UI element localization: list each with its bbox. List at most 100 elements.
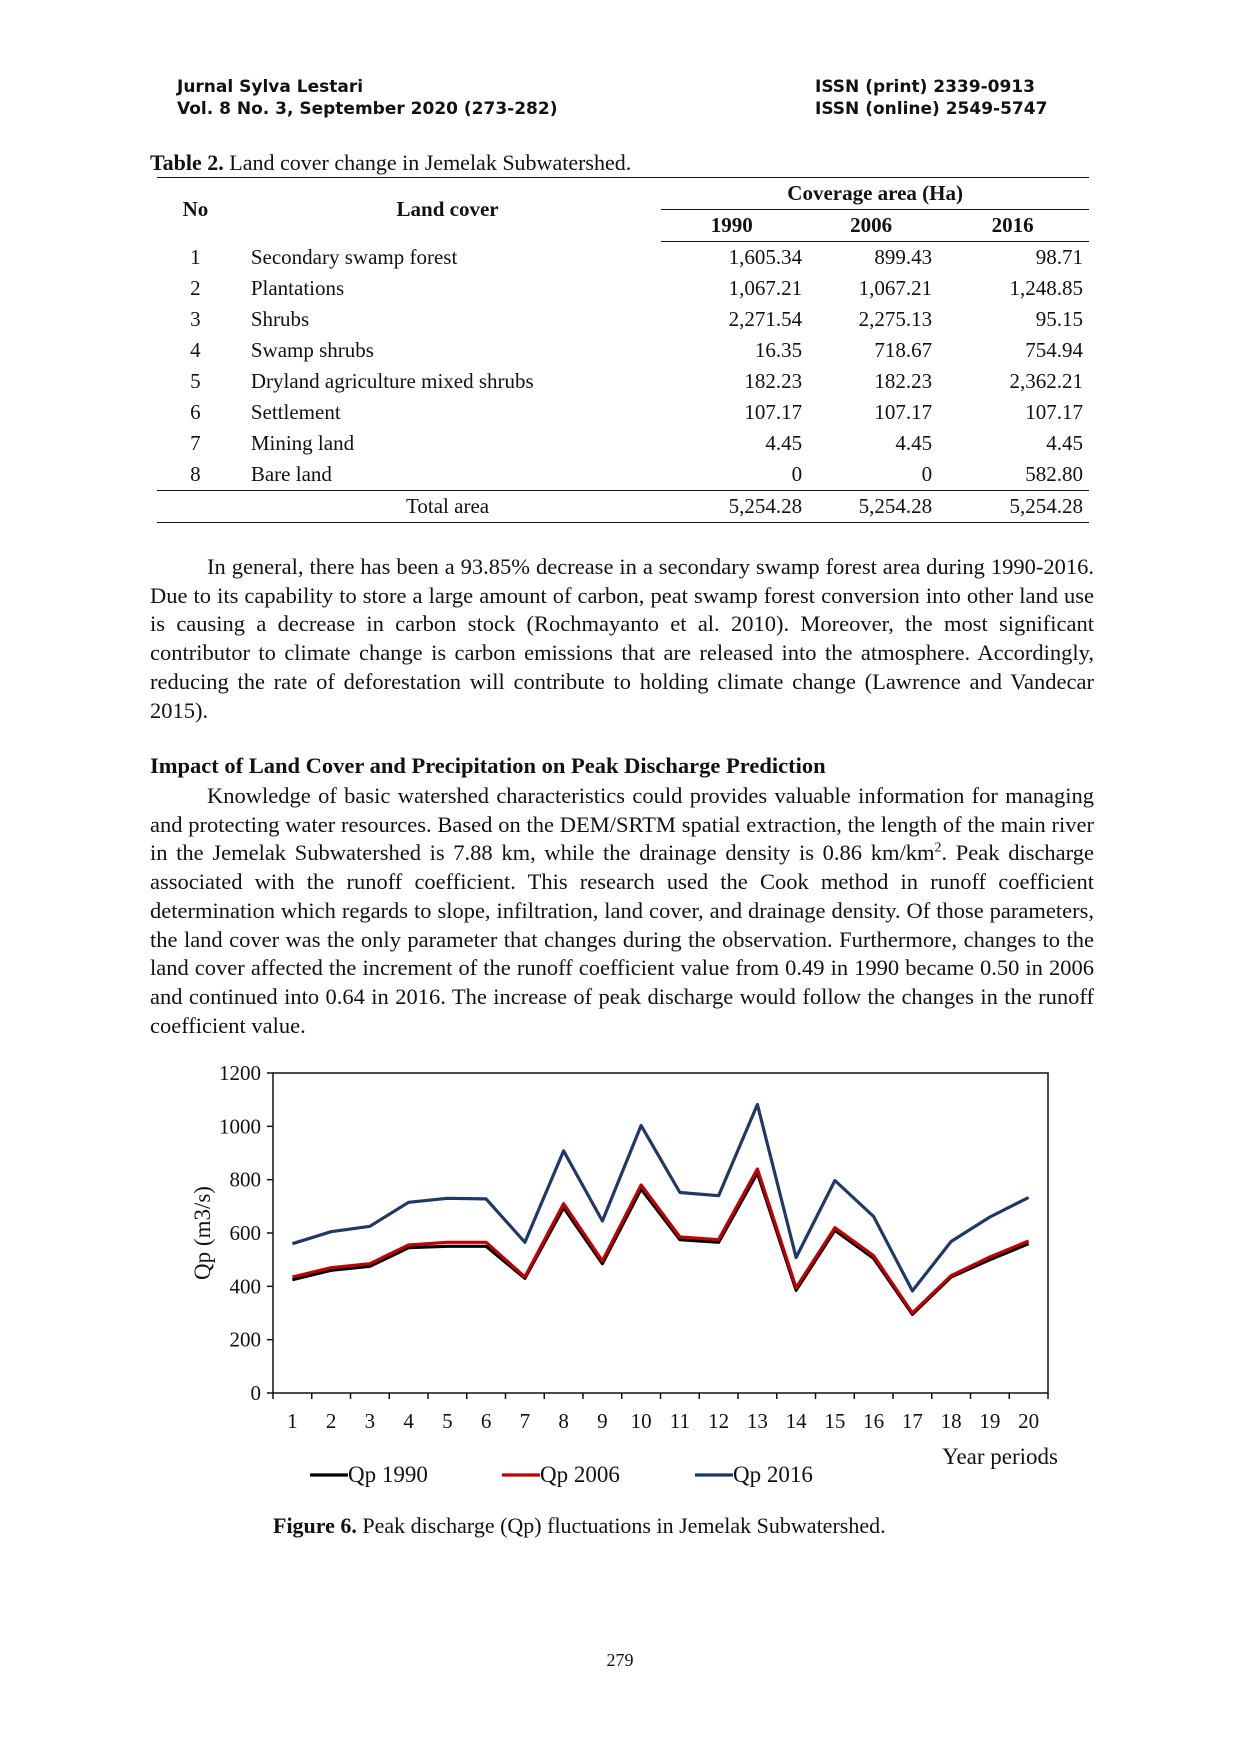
area-value-2006: 4.45 (895, 431, 933, 455)
figure-caption-text: Peak discharge (Qp) fluctuations in Jeme… (356, 1513, 886, 1538)
total-value: 5,254.28 (810, 490, 943, 523)
table-row: 3 Shrubs 2,271.54 2,275.13 95.15 (157, 304, 1089, 335)
x-tick-label: 19 (979, 1409, 1000, 1433)
total-value: 5,254.28 (661, 490, 811, 523)
row-number: 3 (190, 307, 201, 331)
y-tick-label: 800 (230, 1168, 262, 1192)
row-number: 4 (190, 338, 201, 362)
land-cover-name: Dryland agriculture mixed shrubs (250, 369, 534, 393)
area-value-1990: 1,605.34 (728, 245, 803, 269)
x-tick-label: 10 (631, 1409, 652, 1433)
x-tick-label: 4 (403, 1409, 414, 1433)
journal-header-left: Jurnal Sylva Lestari Vol. 8 No. 3, Septe… (177, 76, 557, 120)
series-line-qp-1990 (292, 1171, 1030, 1316)
x-tick-label: 6 (481, 1409, 492, 1433)
col-header-land-cover: Land cover (233, 177, 662, 242)
row-number: 1 (190, 244, 201, 269)
body-paragraph-1: In general, there has been a 93.85% decr… (150, 553, 1094, 725)
paragraph-text-part: . Peak discharge associated with the run… (150, 840, 1094, 1038)
table-caption-text: Land cover change in Jemelak Subwatershe… (223, 150, 632, 175)
area-value-1990: 2,271.54 (728, 307, 803, 331)
x-tick-label: 17 (902, 1409, 923, 1433)
x-tick-label: 13 (747, 1409, 768, 1433)
row-number: 6 (190, 400, 201, 424)
land-cover-name: Swamp shrubs (250, 338, 374, 362)
series-line-qp-2016 (291, 1102, 1030, 1293)
table-row: 2 Plantations 1,067.21 1,067.21 1,248.85 (157, 273, 1089, 304)
body-paragraph-2: Knowledge of basic watershed characteris… (150, 782, 1094, 1040)
x-tick-label: 9 (597, 1409, 608, 1433)
area-value-2016: 2,362.21 (1009, 369, 1084, 393)
series-line-qp-2006 (292, 1167, 1030, 1315)
table-body: 1 Secondary swamp forest 1,605.34 899.43 98.… (157, 242, 1089, 491)
area-value-2016: 107.17 (1025, 400, 1083, 424)
x-tick-label: 20 (1018, 1409, 1039, 1433)
superscript: 2 (934, 840, 942, 856)
area-value-2006: 182.23 (874, 369, 933, 393)
table-row: 1 Secondary swamp forest 1,605.34 899.43 98.… (157, 242, 1089, 274)
legend-label: Qp 2016 (733, 1462, 813, 1487)
x-tick-label: 3 (365, 1409, 376, 1433)
journal-volume: Vol. 8 No. 3, September 2020 (273-282) (177, 99, 558, 119)
y-tick-label: 600 (230, 1221, 262, 1245)
journal-name: Jurnal Sylva Lestari (177, 77, 364, 97)
paragraph-text: Knowledge of basic watershed characteris… (150, 782, 1094, 1040)
area-value-2006: 899.43 (874, 245, 933, 269)
table-total-row: Total area 5,254.28 5,254.28 5,254.28 (157, 490, 1089, 523)
area-value-2016: 98.71 (1035, 245, 1083, 269)
table-year-row: 1990 2006 2016 (157, 209, 1089, 242)
y-axis-label: Qp (m3/s) (190, 1186, 215, 1280)
x-tick-label: 8 (558, 1409, 569, 1433)
area-value-2006: 718.67 (874, 338, 933, 362)
table-row: 5 Dryland agriculture mixed shrubs 182.23 1… (157, 366, 1089, 397)
area-value-1990: 107.17 (744, 400, 803, 424)
area-value-2016: 1,248.85 (1009, 276, 1084, 300)
row-number: 7 (190, 431, 201, 455)
x-tick-label: 2 (326, 1409, 337, 1433)
area-value-1990: 0 (791, 462, 803, 486)
legend-label: Qp 2006 (540, 1462, 620, 1487)
land-cover-name: Settlement (250, 400, 341, 424)
land-cover-name: Secondary swamp forest (250, 244, 458, 269)
x-tick-label: 1 (287, 1409, 298, 1433)
row-number: 8 (190, 462, 201, 486)
land-cover-name: Bare land (250, 462, 332, 486)
x-tick-label: 5 (442, 1409, 453, 1433)
total-value: 5,254.28 (942, 490, 1089, 523)
table-row: 8 Bare land 0 0 582.80 (157, 459, 1089, 491)
col-header-no: No (157, 177, 234, 242)
row-number: 5 (190, 369, 201, 393)
x-tick-label: 11 (670, 1409, 690, 1433)
x-tick-label: 15 (824, 1409, 845, 1433)
issn-online: ISSN (online) 2549-5747 (815, 99, 1048, 119)
issn-print: ISSN (print) 2339-0913 (815, 77, 1035, 97)
area-value-1990: 4.45 (765, 431, 803, 455)
area-value-2016: 582.80 (1025, 462, 1083, 486)
table-caption-label: Table 2. (150, 150, 224, 175)
x-tick-label: 18 (941, 1409, 962, 1433)
y-tick-label: 1200 (219, 1061, 261, 1085)
row-number: 2 (190, 276, 201, 300)
paragraph-text-part: Knowledge of basic watershed characteris… (150, 783, 1094, 866)
x-tick-label: 16 (863, 1409, 884, 1433)
y-tick-label: 400 (230, 1274, 262, 1298)
x-tick-label: 7 (520, 1409, 531, 1433)
y-tick-label: 0 (251, 1381, 262, 1405)
table-row: 6 Settlement 107.17 107.17 107.17 (157, 397, 1089, 428)
y-tick-label: 200 (230, 1328, 262, 1352)
area-value-1990: 1,067.21 (728, 276, 803, 300)
table-caption: Table 2. Land cover change in Jemelak Su… (150, 150, 631, 176)
area-value-2006: 1,067.21 (858, 276, 933, 300)
land-cover-name: Mining land (250, 431, 355, 455)
x-tick-label: 14 (786, 1409, 808, 1433)
area-value-2006: 0 (921, 462, 933, 486)
figure-caption: Figure 6. Peak discharge (Qp) fluctuatio… (273, 1513, 886, 1539)
area-value-2016: 4.45 (1046, 431, 1083, 455)
paragraph-text: In general, there has been a 93.85% decr… (150, 554, 1094, 723)
area-value-2016: 754.94 (1025, 338, 1083, 362)
page-number: 279 (606, 1650, 634, 1670)
land-cover-name: Plantations (250, 276, 345, 300)
plot-area (272, 1072, 1049, 1394)
